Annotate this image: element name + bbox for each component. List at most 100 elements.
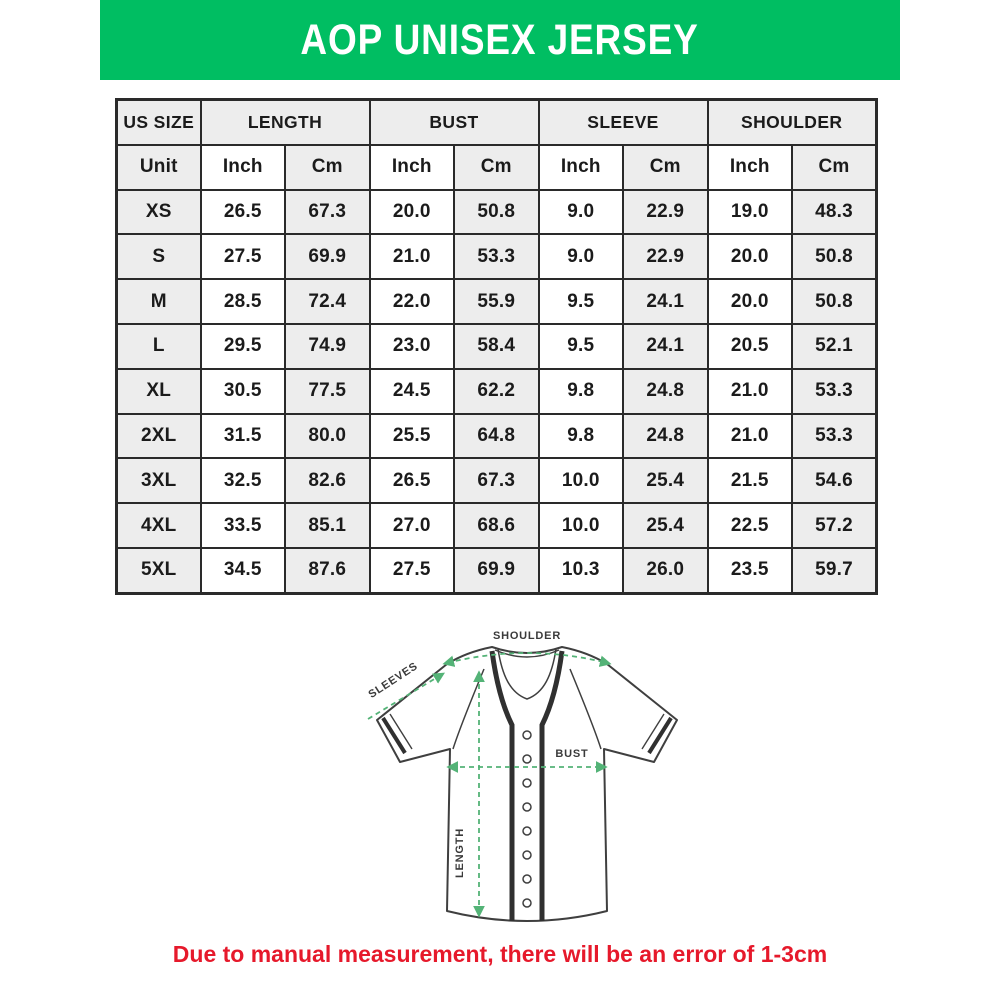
measurement-cell: 10.0 (537, 502, 624, 549)
measurement-cell: 69.9 (284, 233, 371, 281)
measurement-cell: 10.3 (537, 546, 624, 595)
measurement-cell: 74.9 (284, 322, 371, 370)
unit-row: Unit Inch Cm Inch Cm Inch Cm Inch Cm (115, 143, 878, 191)
measurement-cell: 9.5 (537, 278, 624, 325)
measurement-cell: 22.9 (622, 233, 709, 281)
measurement-cell: 20.0 (706, 233, 793, 281)
column-group-header: LENGTH (199, 98, 371, 146)
right-raglan-seam (569, 668, 602, 750)
measurement-cell: 69.9 (453, 546, 540, 595)
measurement-cell: 25.5 (368, 412, 455, 460)
shoulder-arrow (442, 652, 612, 667)
size-label-cell: 2XL (115, 412, 202, 460)
measurement-cell: 50.8 (453, 188, 540, 236)
measurement-cell: 72.4 (284, 278, 371, 325)
left-cuff-seam (389, 713, 413, 750)
measurement-cell: 9.8 (537, 412, 624, 460)
measurement-cell: 21.5 (706, 457, 793, 505)
size-label-cell: 5XL (115, 546, 202, 595)
measurement-cell: 26.5 (368, 457, 455, 505)
measurement-cell: 77.5 (284, 367, 371, 415)
measurement-cell: 53.3 (453, 233, 540, 281)
measurement-cell: 55.9 (453, 278, 540, 325)
measurement-cell: 53.3 (791, 367, 878, 415)
left-cuff-band (381, 716, 407, 755)
bust-label: BUST (555, 748, 588, 760)
measurement-cell: 25.4 (622, 502, 709, 549)
measurement-cell: 21.0 (706, 367, 793, 415)
measurement-cell: 24.8 (622, 367, 709, 415)
measurement-cell: 50.8 (791, 233, 878, 281)
size-row: M 28.5 72.4 22.0 55.9 9.5 24.1 20.0 50.8 (115, 278, 878, 325)
measurement-cell: 10.0 (537, 457, 624, 505)
measurement-cell: 27.5 (368, 546, 455, 595)
size-label-cell: S (115, 233, 202, 281)
measurement-cell: 24.1 (622, 322, 709, 370)
measurement-cell: 57.2 (791, 502, 878, 549)
group-header-row: US SIZE LENGTH BUST SLEEVE SHOULDER (115, 98, 878, 146)
column-group-header: SLEEVE (537, 98, 709, 146)
size-row: 4XL 33.5 85.1 27.0 68.6 10.0 25.4 22.5 57.2 (115, 502, 878, 549)
measurement-cell: 24.5 (368, 367, 455, 415)
measurement-cell: 32.5 (199, 457, 286, 505)
unit-cell: Cm (284, 143, 371, 191)
jersey-diagram-svg: SHOULDER SLEEVES BUST LENGTH (366, 630, 678, 922)
measurement-cell: 21.0 (368, 233, 455, 281)
measurement-cell: 58.4 (453, 322, 540, 370)
unit-cell: Cm (453, 143, 540, 191)
measurement-cell: 23.5 (706, 546, 793, 595)
size-label-cell: XS (115, 188, 202, 236)
size-row: 5XL 34.5 87.6 27.5 69.9 10.3 26.0 23.5 59.7 (115, 546, 878, 595)
unit-header-cell: Unit (115, 143, 202, 191)
measurement-cell: 85.1 (284, 502, 371, 549)
measurement-cell: 28.5 (199, 278, 286, 325)
collar-inner-line (497, 648, 557, 700)
size-label-cell: M (115, 278, 202, 325)
measurement-disclaimer: Due to manual measurement, there will be… (172, 941, 828, 967)
size-label-cell: XL (115, 367, 202, 415)
measurement-cell: 50.8 (791, 278, 878, 325)
measurement-cell: 52.1 (791, 322, 878, 370)
shoulder-label: SHOULDER (493, 630, 561, 642)
measurement-cell: 31.5 (199, 412, 286, 460)
measurement-cell: 24.8 (622, 412, 709, 460)
measurement-cell: 19.0 (706, 188, 793, 236)
measurement-cell: 22.9 (622, 188, 709, 236)
measurement-cell: 34.5 (199, 546, 286, 595)
unit-cell: Inch (368, 143, 455, 191)
size-label-cell: 4XL (115, 502, 202, 549)
measurement-arrows (367, 652, 612, 918)
measurement-cell: 9.5 (537, 322, 624, 370)
measurement-cell: 20.0 (368, 188, 455, 236)
size-row: S 27.5 69.9 21.0 53.3 9.0 22.9 20.0 50.8 (115, 233, 878, 281)
measurement-cell: 26.5 (199, 188, 286, 236)
measurement-cell: 21.0 (706, 412, 793, 460)
size-label-cell: 3XL (115, 457, 202, 505)
column-group-header: US SIZE (115, 98, 202, 146)
size-row: 3XL 32.5 82.6 26.5 67.3 10.0 25.4 21.5 54.6 (115, 457, 878, 505)
measurement-cell: 9.0 (537, 188, 624, 236)
measurement-cell: 29.5 (199, 322, 286, 370)
size-row: XL 30.5 77.5 24.5 62.2 9.8 24.8 21.0 53.3 (115, 367, 878, 415)
measurement-cell: 20.0 (706, 278, 793, 325)
measurement-cell: 33.5 (199, 502, 286, 549)
measurement-cell: 87.6 (284, 546, 371, 595)
jersey-buttons (522, 730, 532, 908)
measurement-cell: 67.3 (284, 188, 371, 236)
unit-cell: Inch (706, 143, 793, 191)
measurement-cell: 24.1 (622, 278, 709, 325)
right-cuff-seam (641, 713, 665, 750)
measurement-cell: 25.4 (622, 457, 709, 505)
measurement-cell: 80.0 (284, 412, 371, 460)
size-row: 2XL 31.5 80.0 25.5 64.8 9.8 24.8 21.0 53.3 (115, 412, 878, 460)
measurement-cell: 30.5 (199, 367, 286, 415)
column-group-header: BUST (368, 98, 540, 146)
length-label: LENGTH (454, 828, 466, 878)
measurement-cell: 22.5 (706, 502, 793, 549)
measurement-cell: 9.8 (537, 367, 624, 415)
unit-cell: Cm (622, 143, 709, 191)
measurement-cell: 64.8 (453, 412, 540, 460)
measurement-cell: 27.0 (368, 502, 455, 549)
measurement-cell: 48.3 (791, 188, 878, 236)
